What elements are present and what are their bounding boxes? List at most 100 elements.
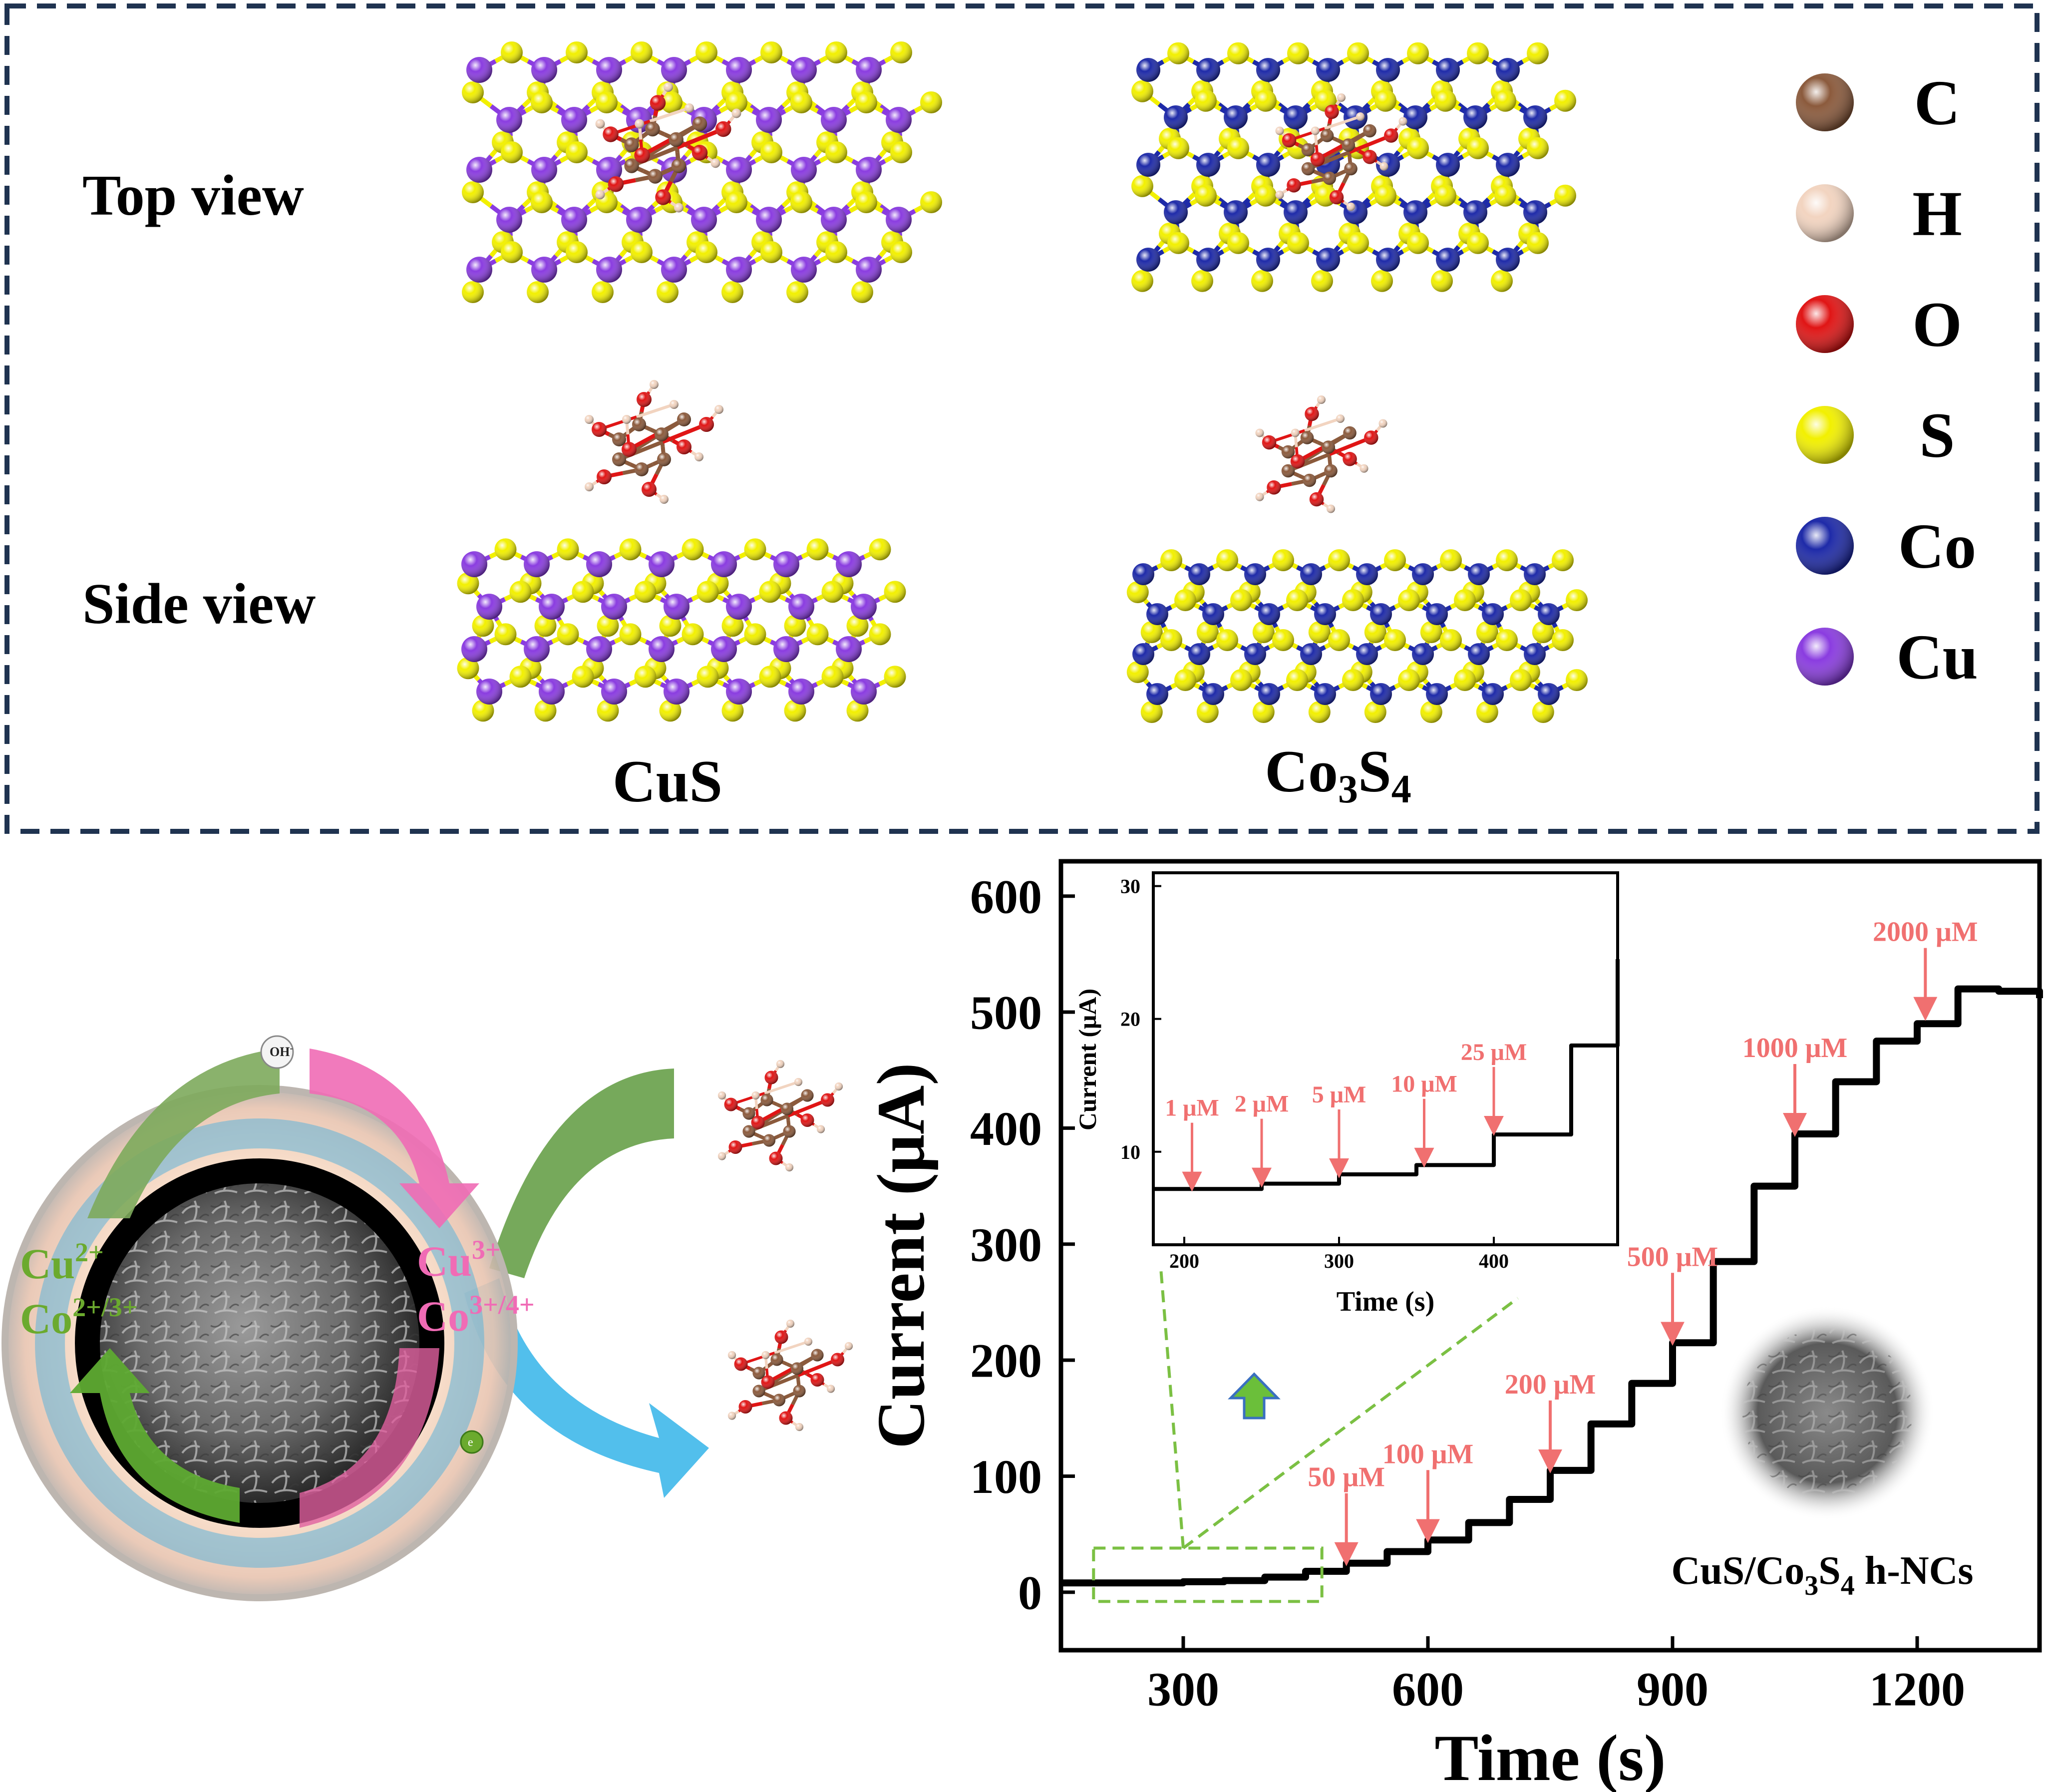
carbon-atom-shade (1344, 162, 1358, 176)
y-tick-label: 20 (1120, 1008, 1140, 1031)
cu-atom-shade (561, 207, 587, 233)
carbon-atom-shade (624, 137, 639, 152)
sulfur-atom-shade (1532, 621, 1554, 643)
blue-sweep-arrow (464, 1278, 709, 1498)
hydrogen-atom-shade (1336, 414, 1345, 423)
inset-x-axis-ticks: 200 300 400 (1169, 1237, 1509, 1272)
cu-atom-shade (664, 594, 689, 620)
sulfur-atom-shade (501, 241, 523, 263)
sulfur-atom-shade (1230, 669, 1252, 691)
sulfur-atom-shade (825, 241, 847, 263)
material-label: CuS/Co3S4 h-NCs (1671, 1549, 1973, 1601)
cu-atom-shade (649, 551, 675, 577)
sulfur-atom-shade (869, 538, 891, 561)
sulfur-atom-shade (890, 41, 912, 63)
co-atom-shade (1538, 683, 1560, 705)
y-axis-ticks: 0 100 200 300 400 500 600 (970, 870, 1075, 1619)
hydrogen-atom-shade (826, 1385, 835, 1393)
sulfur-atom-shade (786, 281, 808, 303)
carbon-atom-shade (677, 412, 691, 426)
oxygen-atom-shade (650, 95, 666, 111)
sulfur-atom-shade (1374, 184, 1396, 207)
sulfur-atom-shade (534, 700, 557, 722)
carbon-atom-shade (1281, 445, 1295, 459)
oxygen-atom-shade (691, 145, 708, 161)
sulfur-atom-shade (1431, 270, 1453, 292)
oxygen-atom-shade (677, 439, 691, 454)
sulfur-atom-shade (462, 281, 484, 303)
sulfur-atom-shade (725, 191, 747, 213)
sulfur-atom-shade (721, 281, 743, 303)
sulfur-atom-shade (1510, 669, 1532, 691)
sulfur-atom-shade (784, 700, 806, 722)
legend-s-ball-shade (1796, 406, 1854, 464)
gluconolactone-molecule-product (727, 1319, 853, 1432)
co-atom-shade (1482, 603, 1504, 625)
co-atom-shade (1376, 153, 1400, 177)
sulfur-atom-shade (744, 623, 766, 646)
sulfur-atom-shade (619, 623, 642, 646)
bond (764, 1080, 799, 1095)
sulfur-atom-shade (509, 581, 532, 603)
sulfur-atom-shade (825, 41, 847, 63)
hydrogen-atom-shade (595, 119, 605, 129)
sulfur-atom-shade (1140, 621, 1163, 643)
sulfur-atom-shade (1227, 137, 1249, 159)
carbon-atom-shade (770, 1353, 783, 1366)
sulfur-atom-shade (1398, 669, 1420, 691)
sulfur-atom-shade (806, 538, 829, 561)
ion-cu2-label: Cu2+ (20, 1237, 104, 1288)
hydrogen-atom-shade (635, 119, 645, 129)
sulfur-atom-shade (759, 581, 781, 603)
carbon-atom-shade (780, 1102, 794, 1115)
cu-atom-shade (756, 107, 782, 133)
core-flakes (100, 1183, 419, 1503)
sulfur-atom-shade (1566, 669, 1588, 691)
carbon-atom-shade (1342, 138, 1356, 152)
oxygen-atom-shade (634, 147, 650, 163)
concentration-label: 10 μM (1391, 1071, 1457, 1097)
inner-blue-ring (35, 1118, 484, 1568)
co-atom-shade (1316, 248, 1340, 272)
co-atom-shade (1523, 105, 1547, 129)
carbon-atom-shade (793, 1385, 806, 1398)
sulfur-atom-shade (744, 538, 766, 561)
cu-atom-shade (791, 157, 817, 183)
co-atom-shade (1436, 248, 1460, 272)
cu-atom-shade (476, 594, 502, 620)
co-atom-shade (1224, 105, 1248, 129)
oxygen-atom-shade (769, 1151, 783, 1165)
bond (677, 127, 724, 150)
sulfur-atom-shade (634, 666, 657, 688)
electron-label: e (468, 1436, 473, 1449)
co-atom-shade (1136, 153, 1160, 177)
cu-atom-shade (836, 551, 862, 577)
sulfur-atom-shade (472, 615, 494, 637)
cu-atom-shade (726, 594, 752, 620)
hydrogen-atom-shade (1311, 126, 1320, 135)
concentration-label: 2 μM (1235, 1091, 1289, 1117)
co-atom-shade (1164, 105, 1188, 129)
sulfur-atom-shade (1494, 89, 1516, 112)
cu-atom-shade (561, 107, 587, 133)
sulfur-atom-shade (1347, 42, 1369, 64)
oxygen-atom-shade (1384, 128, 1398, 143)
cu-atom-shade (596, 57, 622, 83)
sulfur-atom-shade (1174, 669, 1196, 691)
legend-c-ball-shade (1796, 73, 1854, 131)
carbon-atom-shade (692, 116, 707, 131)
hydrogen-atom-shade (1317, 395, 1326, 404)
co3s4-side-view-lattice (1126, 549, 1588, 723)
co-atom-shade (1146, 603, 1168, 625)
sulfur-atom-shade (1407, 42, 1429, 64)
sulfur-atom-shade (534, 615, 557, 637)
co-atom-shade (1196, 153, 1220, 177)
sulfur-atom-shade (1191, 270, 1213, 292)
cu-atom-shade (821, 207, 847, 233)
hydrogen-atom-shade (585, 415, 594, 424)
sulfur-atom-shade (1407, 137, 1429, 159)
sulfur-atom-shade (1440, 549, 1462, 571)
sulfur-atom-shade (1342, 589, 1364, 611)
sulfur-atom-shade (457, 657, 479, 680)
hydrogen-atom-shade (834, 1082, 843, 1091)
